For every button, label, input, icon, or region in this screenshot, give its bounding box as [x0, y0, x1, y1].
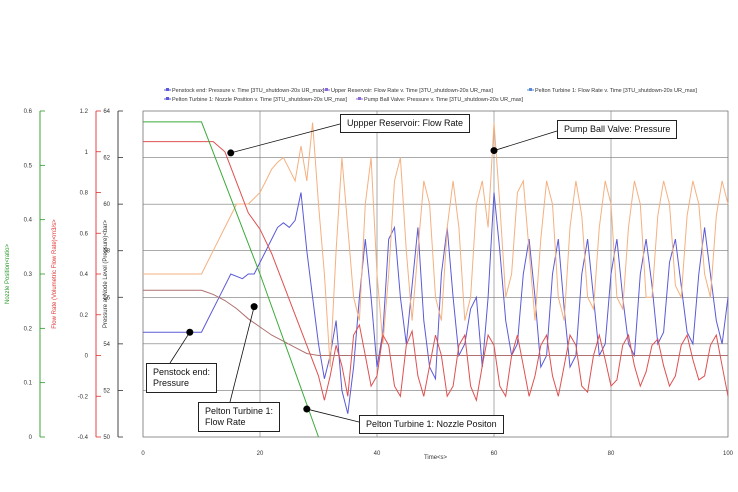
x-tick-label: 80 — [608, 451, 615, 457]
pressure-tick-label: 64 — [103, 109, 110, 115]
annotation-leader — [229, 306, 255, 403]
flow-tick-label: -0.4 — [78, 435, 89, 441]
pressure-axis-label: Pressure at Node Level (Pressure)<bar> — [103, 219, 109, 328]
nozzle-tick-label: 0.3 — [24, 272, 33, 278]
series-line-0 — [143, 192, 729, 414]
annotation-leader — [230, 123, 341, 154]
annotation-penstock-end: Penstock end: Pressure — [146, 363, 218, 393]
flow-tick-label: 1 — [85, 150, 89, 156]
flow-tick-label: 1.2 — [80, 109, 89, 115]
x-tick-label: 0 — [141, 451, 145, 457]
series-group — [143, 121, 729, 438]
legend: Penstock end: Pressure v. Time [3TU_shut… — [164, 88, 697, 103]
pressure-tick-label: 58 — [103, 249, 110, 255]
nozzle-tick-label: 0.4 — [24, 218, 33, 224]
pressure-tick-label: 60 — [103, 202, 110, 208]
pressure-tick-label: 56 — [103, 295, 110, 301]
flow-tick-label: 0.2 — [80, 313, 89, 319]
pressure-tick-label: 52 — [103, 388, 110, 394]
flow-tick-label: -0.2 — [78, 394, 89, 400]
annotation-dot — [227, 149, 235, 157]
annotation-leader — [306, 408, 360, 423]
axes: 0 20 40 60 80 100Time<s>5052545658606264Press… — [5, 109, 734, 461]
legend-marker — [166, 97, 169, 100]
pressure-tick-label: 62 — [103, 156, 110, 162]
legend-marker — [325, 88, 328, 91]
legend-entry: Pelton Turbine 1: Flow Rate v. Time [3TU… — [535, 88, 697, 94]
x-tick-label: 100 — [723, 451, 734, 457]
nozzle-axis-label: Nozzle Position<ratio> — [5, 243, 11, 304]
nozzle-tick-label: 0.5 — [24, 163, 33, 169]
annotation-leader — [493, 130, 558, 151]
nozzle-tick-label: 0.6 — [24, 109, 33, 115]
annotation-pelton-flow-rate: Pelton Turbine 1: Flow Rate — [198, 402, 281, 432]
annotation-leaders — [169, 123, 558, 423]
annotation-leader — [169, 331, 191, 364]
legend-marker — [529, 88, 532, 91]
series-line-1 — [143, 122, 729, 368]
annotation-dot — [303, 405, 311, 413]
annotation-dot — [490, 147, 498, 155]
flow-tick-label: 0 — [85, 354, 89, 360]
series-line-3 — [143, 289, 728, 356]
pressure-tick-label: 50 — [103, 435, 110, 441]
annotation-dot — [186, 328, 194, 336]
legend-entry: Penstock end: Pressure v. Time [3TU_shut… — [172, 88, 325, 94]
annotation-upper-reservoir: Uppper Reservoir: Flow Rate — [340, 114, 471, 133]
nozzle-tick-label: 0 — [29, 435, 33, 441]
x-axis-label: Time<s> — [424, 455, 448, 461]
legend-entry: Pelton Turbine 1: Nozzle Position v. Tim… — [172, 97, 348, 103]
pressure-tick-label: 54 — [103, 342, 110, 348]
nozzle-tick-label: 0.2 — [24, 326, 33, 332]
flow-tick-label: 0.4 — [80, 272, 89, 278]
x-tick-label: 20 — [257, 451, 264, 457]
legend-marker — [166, 88, 169, 91]
series-line-2 — [143, 141, 729, 403]
flow-tick-label: 0.6 — [80, 231, 89, 237]
annotation-dot — [250, 303, 258, 311]
legend-marker — [358, 97, 361, 100]
nozzle-tick-label: 0.1 — [24, 381, 33, 387]
x-tick-label: 60 — [491, 451, 498, 457]
series-line-4 — [143, 121, 319, 438]
legend-entry: Upper Reservoir: Flow Rate v. Time [3TU_… — [331, 88, 493, 94]
flow-axis-label: Flow Rate (Volumetric Flow Rate)<m3/s> — [52, 219, 58, 329]
legend-entry: Pump Ball Valve: Pressure v. Time [3TU_s… — [364, 97, 524, 103]
annotation-pelton-nozzle: Pelton Turbine 1: Nozzle Positon — [359, 415, 504, 434]
flow-tick-label: 0.8 — [80, 191, 89, 197]
x-tick-label: 40 — [374, 451, 381, 457]
annotation-pump-ball-valve: Pump Ball Valve: Pressure — [557, 120, 678, 139]
